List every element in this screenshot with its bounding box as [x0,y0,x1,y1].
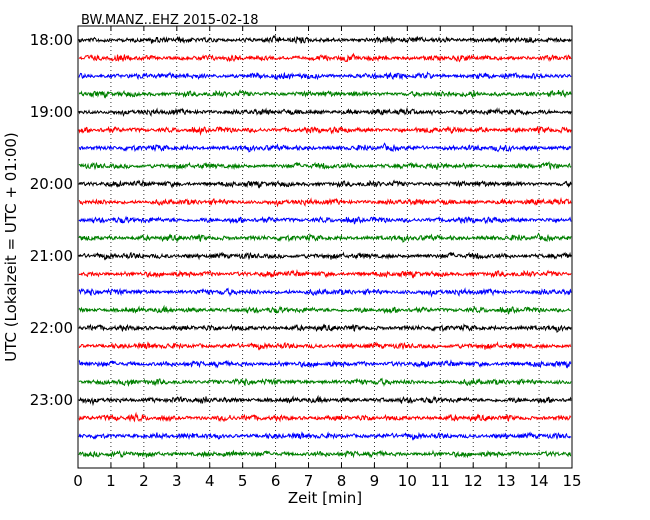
seismic-trace [78,449,572,459]
trace-group [78,34,572,459]
x-grid [110,26,540,468]
x-tick-label: 8 [337,472,347,490]
seismic-trace [78,106,572,118]
seismic-trace [78,161,572,171]
x-tick-label: 9 [370,472,380,490]
seismic-trace [78,269,572,279]
x-tick-label: 5 [238,472,248,490]
x-tick-label: 11 [431,472,450,490]
seismic-trace [78,251,572,261]
seismic-trace [78,304,572,315]
x-tick-label: 1 [106,472,116,490]
seismic-trace [78,411,572,423]
y-tick-label: 20:00 [30,175,73,193]
seismic-trace [78,394,572,407]
seismic-trace [78,431,572,441]
seismic-trace [78,125,572,137]
y-tick-label: 19:00 [30,103,73,121]
x-tick-label: 13 [497,472,516,490]
axis-ticks: 0 1 2 3 4 5 6 7 8 9 10 11 12 13 14 1518:0019:0020:0021:… [30,26,582,490]
seismic-trace [78,287,572,298]
x-tick-label: 6 [271,472,281,490]
seismic-trace [78,52,572,63]
seismic-trace [78,377,572,388]
y-axis-label: UTC (Lokalzeit = UTC + 01:00) [2,132,20,362]
y-tick-label: 21:00 [30,247,73,265]
seismic-trace [78,197,572,208]
seismic-trace [78,341,572,351]
x-tick-label: 0 [73,472,83,490]
seismic-trace [78,215,572,225]
x-axis-label: Zeit [min] [288,489,362,507]
seismic-trace [78,142,572,153]
x-tick-label: 12 [464,472,483,490]
x-tick-label: 15 [562,472,581,490]
x-tick-label: 14 [530,472,549,490]
chart-title: BW.MANZ..EHZ 2015-02-18 [81,13,259,28]
plot-frame [77,25,573,469]
seismic-trace [78,71,572,81]
seismic-trace [78,359,572,369]
x-tick-label: 3 [172,472,182,490]
x-tick-label: 7 [304,472,314,490]
seismic-trace [78,89,572,99]
y-tick-label: 18:00 [30,31,73,49]
seismic-trace [78,232,572,243]
y-tick-label: 22:00 [30,319,73,337]
x-tick-label: 4 [205,472,215,490]
seismic-trace [78,34,572,45]
x-tick-label: 2 [139,472,149,490]
seismic-trace [78,178,572,189]
seismic-trace [78,323,572,333]
y-tick-label: 23:00 [30,391,73,409]
x-tick-label: 10 [398,472,417,490]
